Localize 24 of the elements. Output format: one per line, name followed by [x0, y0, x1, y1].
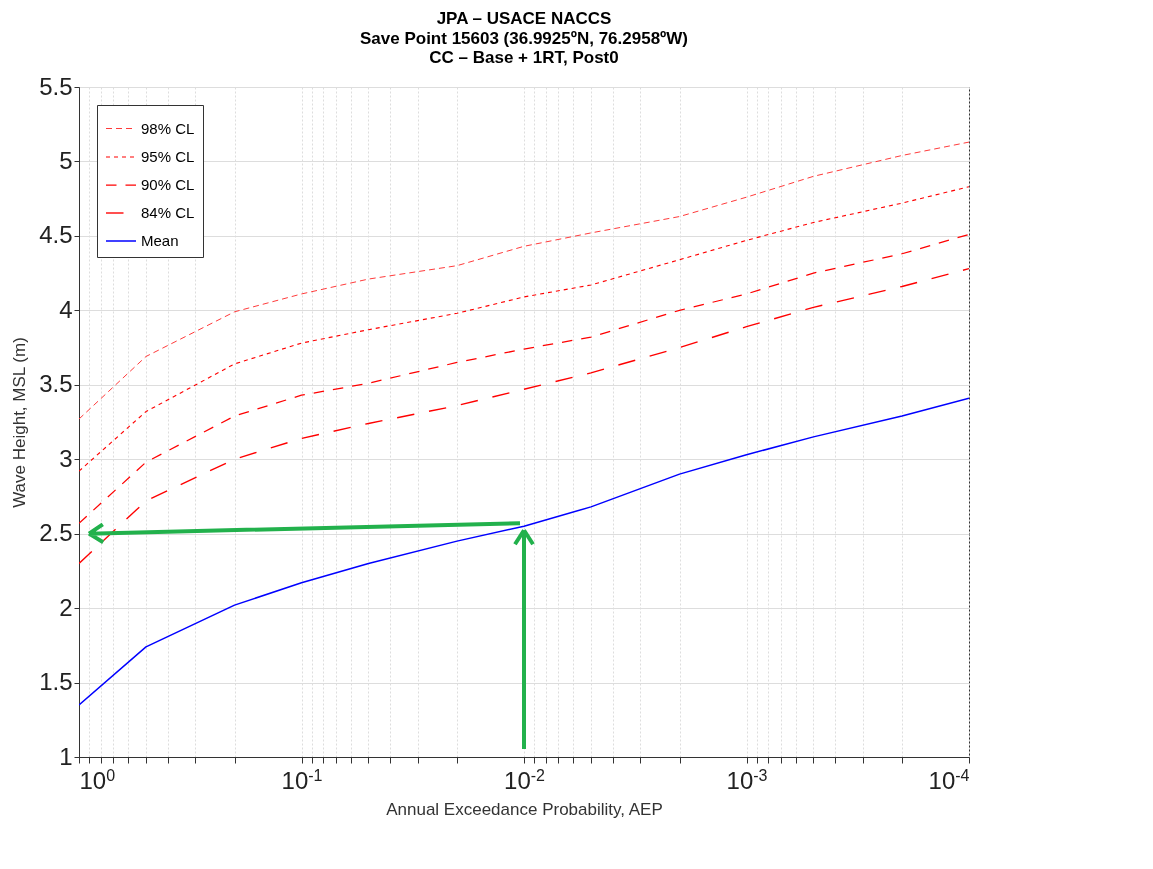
x-axis-title: Annual Exceedance Probability, AEP [386, 799, 663, 819]
y-tick-label: 5 [59, 146, 73, 174]
y-tick-label: 1.5 [39, 668, 73, 696]
y-tick-label: 4.5 [39, 221, 73, 249]
y-tick-label: 4 [59, 295, 73, 323]
x-tick-label: 10$^{-3}$ [726, 766, 768, 794]
x-tick-label: 10$^{0}$ [79, 766, 116, 794]
y-tick-label: 2 [59, 593, 73, 621]
y-tick-label: 1 [59, 742, 73, 770]
y-tick-label: 2.5 [39, 519, 73, 547]
legend-label: Mean [141, 232, 179, 249]
y-axis-title: Wave Height, MSL (m) [10, 337, 30, 508]
chart-subtitle: Save Point 15603 (36.9925ºN, 76.2958ºW) CC – Base + 1RT, Post0 [359, 29, 689, 67]
x-tick-label: 10$^{-2}$ [504, 766, 546, 794]
legend-label: 90% CL [141, 176, 195, 193]
y-tick-label: 3 [59, 444, 73, 472]
y-tick-label: 3.5 [39, 370, 73, 398]
x-tick-label: 10$^{-1}$ [281, 766, 323, 794]
chart-title: JPA – USACE NACCS [436, 9, 612, 28]
legend-label: 84% CL [141, 204, 195, 221]
x-tick-label: 10$^{-4}$ [928, 766, 970, 794]
legend-label: 95% CL [141, 148, 195, 165]
y-tick-label: 5.5 [39, 72, 73, 100]
legend-label: 98% CL [141, 119, 195, 137]
